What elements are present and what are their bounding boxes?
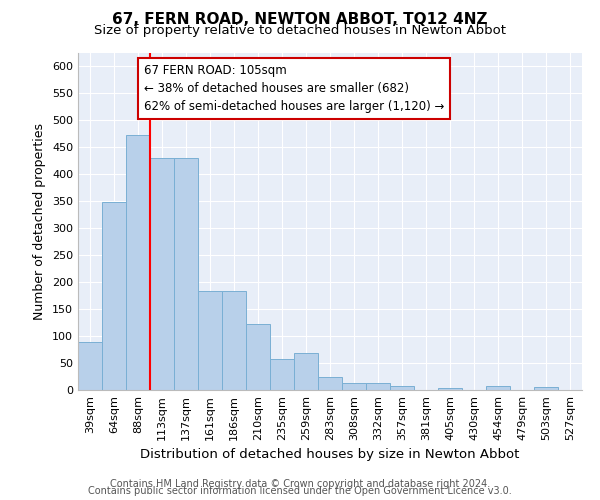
Bar [534, 388, 558, 390]
Bar [390, 386, 414, 390]
Bar [126, 135, 150, 390]
Text: Size of property relative to detached houses in Newton Abbot: Size of property relative to detached ho… [94, 24, 506, 37]
Bar [246, 324, 270, 390]
Bar [102, 202, 126, 390]
Bar [222, 290, 246, 390]
Text: 67, FERN ROAD, NEWTON ABBOT, TQ12 4NZ: 67, FERN ROAD, NEWTON ABBOT, TQ12 4NZ [112, 12, 488, 28]
X-axis label: Distribution of detached houses by size in Newton Abbot: Distribution of detached houses by size … [140, 448, 520, 462]
Bar [318, 376, 342, 390]
Bar [342, 383, 366, 390]
Bar [174, 158, 198, 390]
Bar [270, 359, 294, 390]
Text: Contains HM Land Registry data © Crown copyright and database right 2024.: Contains HM Land Registry data © Crown c… [110, 479, 490, 489]
Bar [198, 290, 222, 390]
Bar [150, 158, 174, 390]
Bar [486, 386, 510, 390]
Text: Contains public sector information licensed under the Open Government Licence v3: Contains public sector information licen… [88, 486, 512, 496]
Text: 67 FERN ROAD: 105sqm
← 38% of detached houses are smaller (682)
62% of semi-deta: 67 FERN ROAD: 105sqm ← 38% of detached h… [143, 64, 444, 114]
Y-axis label: Number of detached properties: Number of detached properties [34, 122, 46, 320]
Bar [294, 354, 318, 390]
Bar [366, 383, 390, 390]
Bar [438, 388, 462, 390]
Bar [78, 342, 102, 390]
